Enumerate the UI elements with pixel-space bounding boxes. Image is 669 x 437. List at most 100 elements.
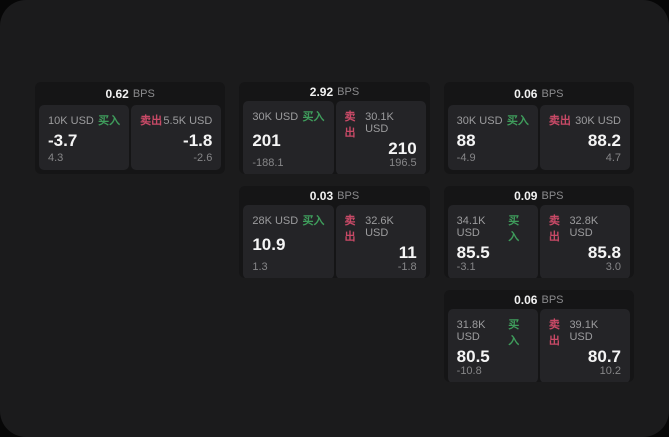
card-header: 2.92 BPS xyxy=(239,82,429,99)
buy-sub-value: -3.1 xyxy=(456,261,476,273)
sell-amount: 39.1K USD xyxy=(569,319,599,343)
buy-price: 80.5 xyxy=(456,347,490,366)
bps-unit-label: BPS xyxy=(337,86,360,98)
quote-card: 0.03 BPS 28K USD 买入 10.9 1.3 卖出 32.6K US… xyxy=(239,186,430,278)
card-body: 34.1K USD 买入 85.5 -3.1 卖出 32.8K USD 85.8… xyxy=(444,203,634,278)
card-header: 0.62 BPS xyxy=(35,82,225,103)
sell-price: 210 xyxy=(388,139,417,158)
card-body: 30K USD 买入 201 -188.1 卖出 30.1K USD 210 1… xyxy=(239,99,429,174)
buy-sub-value: -4.9 xyxy=(456,152,476,164)
sell-panel[interactable]: 卖出 30.1K USD 210 196.5 xyxy=(335,101,426,174)
bps-value: 0.62 xyxy=(105,87,129,101)
sell-price: 80.7 xyxy=(587,347,621,366)
sell-amount: 5.5K USD xyxy=(163,115,213,127)
buy-label: 买入 xyxy=(506,115,529,127)
sell-amount: 32.8K USD xyxy=(569,215,599,239)
card-header: 0.03 BPS xyxy=(239,186,429,203)
card-body: 31.8K USD 买入 80.5 -10.8 卖出 39.1K USD 80.… xyxy=(444,307,634,382)
sell-label: 卖出 xyxy=(344,111,356,139)
buy-amount: 30K USD xyxy=(252,111,299,123)
sell-label: 卖出 xyxy=(548,215,560,243)
buy-sub-value: 1.3 xyxy=(252,261,268,273)
buy-label: 买入 xyxy=(508,319,520,347)
card-body: 30K USD 买入 88 -4.9 卖出 30K USD 88.2 4.7 xyxy=(444,103,634,174)
buy-panel[interactable]: 30K USD 买入 88 -4.9 xyxy=(447,105,538,170)
buy-sub-value: -10.8 xyxy=(456,365,482,377)
sell-label: 卖出 xyxy=(548,115,571,127)
buy-label: 买入 xyxy=(508,215,520,243)
sell-panel-top: 卖出 30K USD xyxy=(549,112,621,128)
sell-panel[interactable]: 卖出 32.6K USD 11 -1.8 xyxy=(335,205,426,278)
sell-panel-top: 卖出 39.1K USD xyxy=(549,316,621,348)
buy-panel[interactable]: 30K USD 买入 201 -188.1 xyxy=(243,101,334,174)
sell-amount: 30.1K USD xyxy=(365,111,394,135)
buy-panel[interactable]: 10K USD 买入 -3.7 4.3 xyxy=(39,105,130,170)
sell-panel[interactable]: 卖出 39.1K USD 80.7 10.2 xyxy=(539,309,630,382)
bps-unit-label: BPS xyxy=(541,190,564,202)
bps-value: 2.92 xyxy=(309,85,334,99)
bps-unit-label: BPS xyxy=(541,294,564,306)
sell-sub-value: -2.6 xyxy=(193,152,213,164)
quotes-grid: 0.62 BPS 10K USD 买入 -3.7 4.3 卖出 5.5K USD… xyxy=(35,82,634,382)
buy-price: 201 xyxy=(252,131,281,150)
buy-amount: 30K USD xyxy=(456,115,503,127)
buy-panel-top: 34.1K USD 买入 xyxy=(457,212,529,244)
sell-label: 卖出 xyxy=(344,215,356,243)
quote-card: 0.09 BPS 34.1K USD 买入 85.5 -3.1 卖出 32.8K… xyxy=(443,186,634,278)
buy-price: -3.7 xyxy=(48,130,78,150)
sell-price: 88.2 xyxy=(587,130,621,150)
sell-panel[interactable]: 卖出 30K USD 88.2 4.7 xyxy=(539,105,630,170)
sell-amount: 30K USD xyxy=(575,115,621,127)
sell-panel-top: 卖出 30.1K USD xyxy=(345,108,417,140)
buy-amount: 28K USD xyxy=(252,215,299,227)
buy-panel[interactable]: 31.8K USD 买入 80.5 -10.8 xyxy=(447,309,538,382)
sell-label: 卖出 xyxy=(548,319,560,347)
sell-sub-value: 196.5 xyxy=(389,157,417,169)
sell-sub-value: -1.8 xyxy=(397,261,417,273)
buy-amount: 10K USD xyxy=(48,115,94,127)
buy-panel-top: 10K USD 买入 xyxy=(48,112,120,128)
sell-sub-value: 4.7 xyxy=(605,152,621,164)
buy-panel-top: 30K USD 买入 xyxy=(252,108,324,124)
card-body: 10K USD 买入 -3.7 4.3 卖出 5.5K USD -1.8 -2.… xyxy=(35,103,225,174)
sell-amount: 32.6K USD xyxy=(365,215,394,239)
bps-value: 0.06 xyxy=(514,293,538,307)
quote-card: 2.92 BPS 30K USD 买入 201 -188.1 卖出 30.1K … xyxy=(239,82,430,174)
sell-panel-top: 卖出 32.6K USD xyxy=(345,212,417,244)
sell-panel[interactable]: 卖出 5.5K USD -1.8 -2.6 xyxy=(131,105,222,170)
buy-sub-value: -188.1 xyxy=(252,157,284,169)
buy-panel[interactable]: 28K USD 买入 10.9 1.3 xyxy=(243,205,334,278)
buy-amount: 31.8K USD xyxy=(456,319,486,343)
card-header: 0.06 BPS xyxy=(444,290,634,307)
sell-sub-value: 10.2 xyxy=(599,365,621,377)
bps-value: 0.03 xyxy=(309,189,334,203)
quote-card: 0.06 BPS 30K USD 买入 88 -4.9 卖出 30K USD 8… xyxy=(443,82,634,174)
bps-unit-label: BPS xyxy=(337,190,360,202)
card-header: 0.06 BPS xyxy=(444,82,634,103)
sell-label: 卖出 xyxy=(140,115,163,127)
buy-sub-value: 4.3 xyxy=(48,152,64,164)
bps-value: 0.09 xyxy=(514,189,538,203)
card-body: 28K USD 买入 10.9 1.3 卖出 32.6K USD 11 -1.8 xyxy=(239,203,429,278)
sell-price: -1.8 xyxy=(183,130,213,150)
buy-price: 88 xyxy=(456,130,476,150)
bps-unit-label: BPS xyxy=(132,88,155,100)
sell-panel[interactable]: 卖出 32.8K USD 85.8 3.0 xyxy=(539,205,630,278)
card-header: 0.09 BPS xyxy=(444,186,634,203)
quote-card: 0.62 BPS 10K USD 买入 -3.7 4.3 卖出 5.5K USD… xyxy=(35,82,226,174)
buy-amount: 34.1K USD xyxy=(456,215,486,239)
buy-panel[interactable]: 34.1K USD 买入 85.5 -3.1 xyxy=(447,205,538,278)
buy-price: 85.5 xyxy=(456,243,490,262)
sell-panel-top: 卖出 32.8K USD xyxy=(549,212,621,244)
sell-sub-value: 3.0 xyxy=(605,261,621,273)
buy-label: 买入 xyxy=(98,115,121,127)
bps-unit-label: BPS xyxy=(541,88,564,100)
buy-panel-top: 30K USD 买入 xyxy=(457,112,529,128)
quote-card: 0.06 BPS 31.8K USD 买入 80.5 -10.8 卖出 39.1… xyxy=(443,290,634,382)
bps-value: 0.06 xyxy=(514,87,538,101)
sell-price: 85.8 xyxy=(587,243,621,262)
buy-panel-top: 28K USD 买入 xyxy=(252,212,324,228)
buy-panel-top: 31.8K USD 买入 xyxy=(457,316,529,348)
sell-panel-top: 卖出 5.5K USD xyxy=(140,112,212,128)
